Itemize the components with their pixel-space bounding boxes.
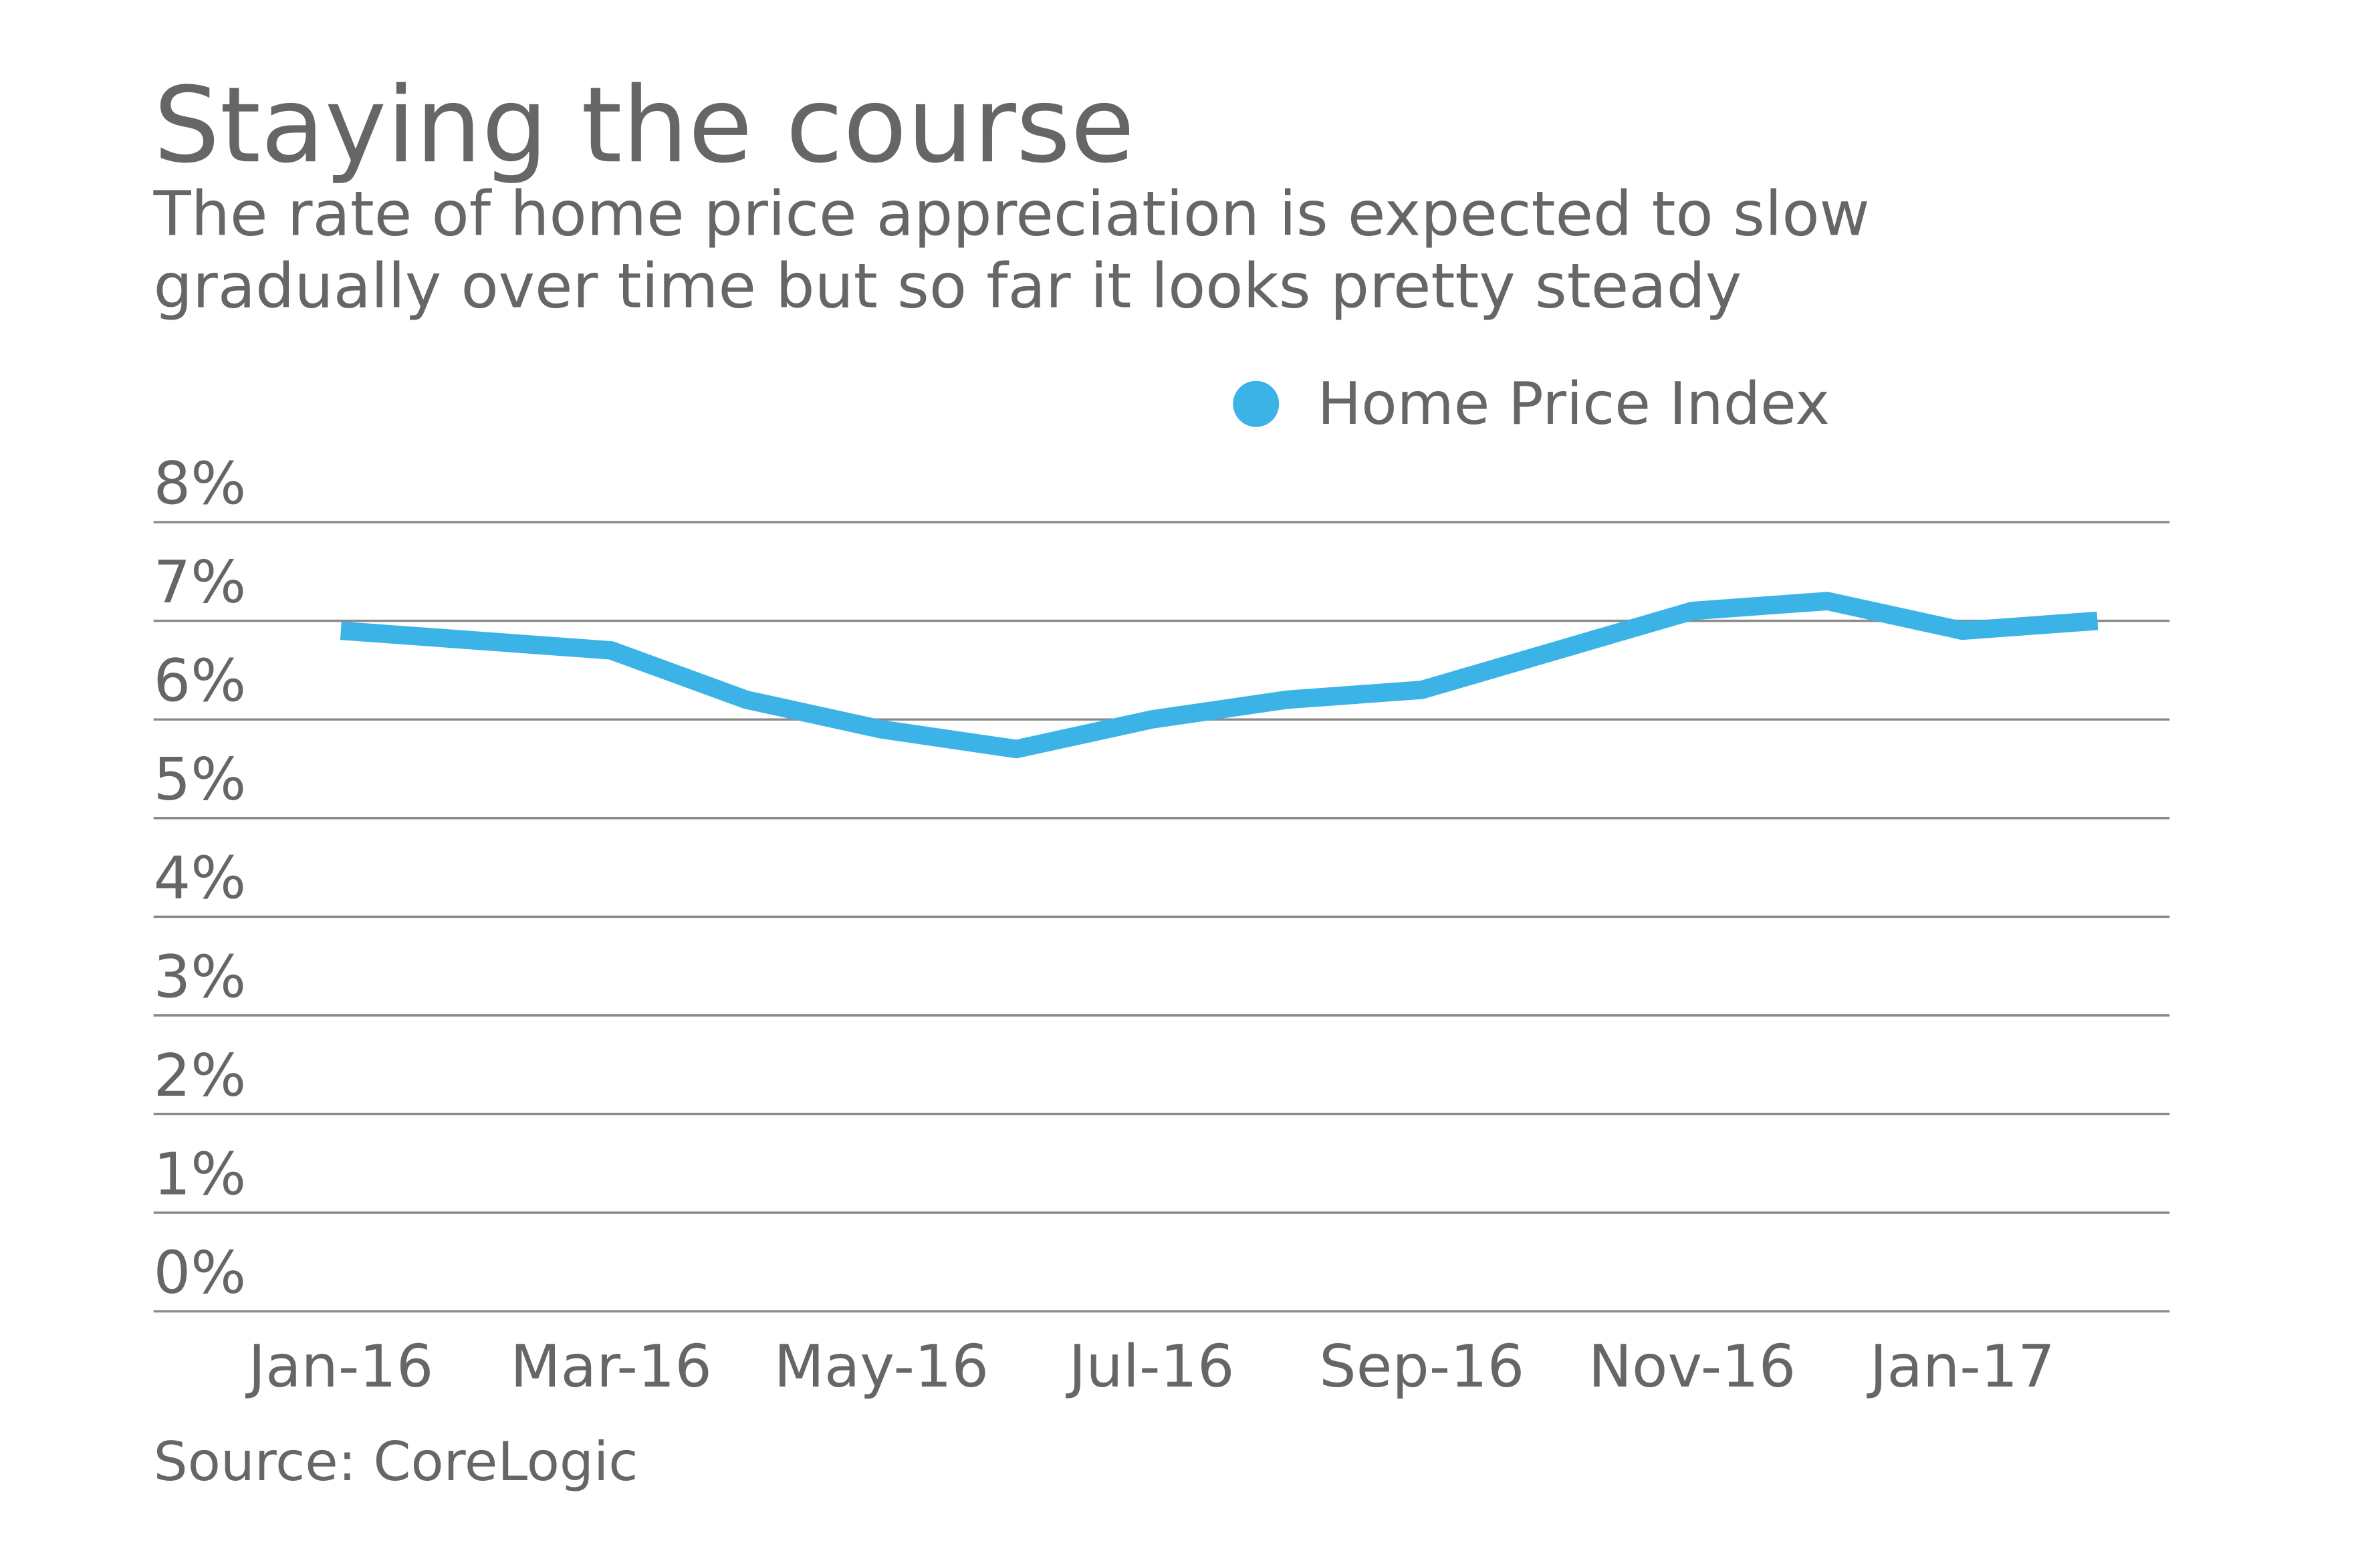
chart-title: Staying the course [154, 64, 1135, 186]
y-tick-label: 4% [154, 844, 246, 913]
x-tick-label: Nov-16 [1588, 1332, 1796, 1401]
x-tick-label: Mar-16 [510, 1332, 712, 1401]
y-tick-label: 7% [154, 548, 246, 616]
x-tick-label: Jul-16 [1066, 1332, 1235, 1401]
y-tick-label: 3% [154, 943, 246, 1011]
x-tick-label: Sep-16 [1319, 1332, 1524, 1401]
y-tick-label: 8% [154, 449, 246, 517]
legend-label: Home Price Index [1318, 370, 1830, 438]
y-tick-label: 5% [154, 745, 246, 814]
legend-marker [1233, 380, 1280, 427]
source-note: Source: CoreLogic [154, 1430, 638, 1493]
y-tick-label: 2% [154, 1042, 246, 1110]
y-tick-label: 6% [154, 647, 246, 715]
x-tick-label: Jan-16 [245, 1332, 433, 1401]
y-tick-label: 0% [154, 1239, 246, 1307]
chart-subtitle: The rate of home price appreciation is e… [153, 178, 1870, 250]
y-tick-label: 1% [154, 1140, 246, 1208]
x-tick-label: Jan-17 [1867, 1332, 2055, 1401]
x-tick-label: May-16 [774, 1332, 989, 1401]
data-line [340, 592, 2099, 759]
chart-subtitle: gradually over time but so far it looks … [154, 250, 1742, 322]
